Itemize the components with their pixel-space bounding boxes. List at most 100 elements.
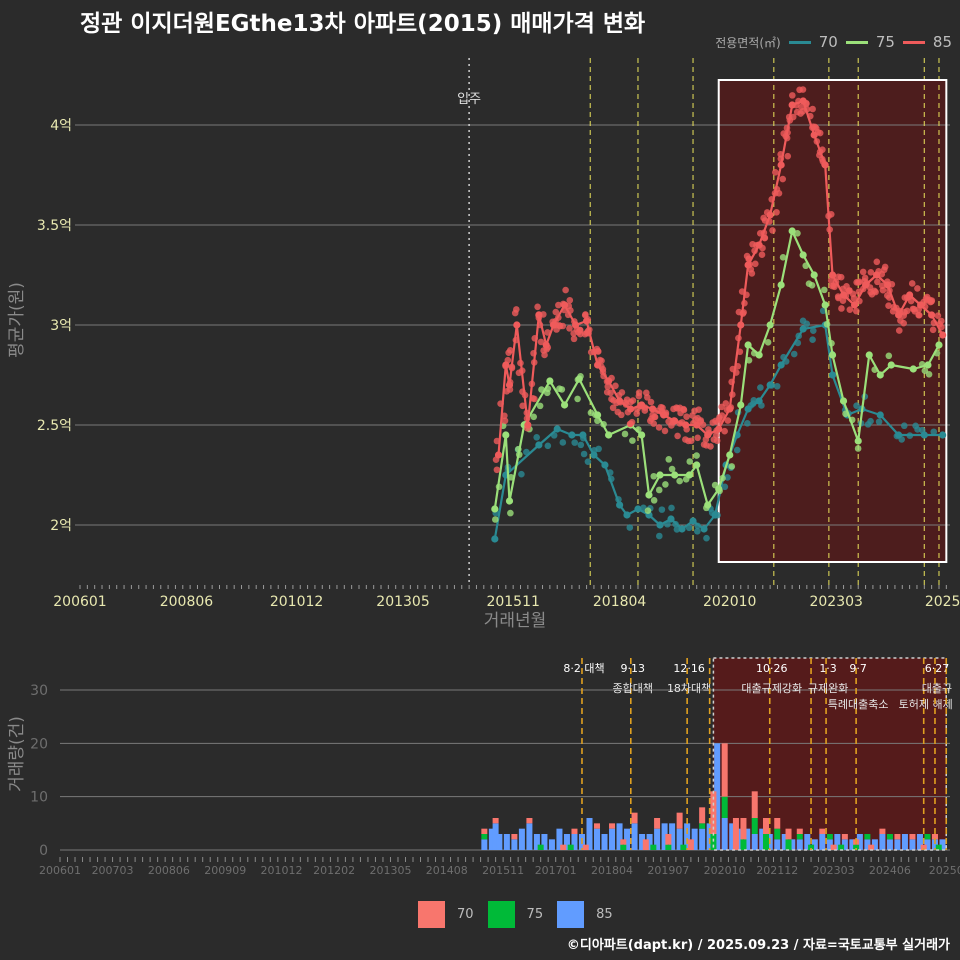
scatter-point-85 <box>655 424 663 431</box>
volume-bar-85 <box>856 834 863 850</box>
volume-bar-85 <box>496 834 503 850</box>
volume-bar-85 <box>684 823 691 850</box>
scatter-point-85 <box>856 278 863 286</box>
scatter-point-70 <box>744 420 751 427</box>
x-tick-label-2: 201012 <box>270 594 323 610</box>
scatter-point-85 <box>695 406 703 413</box>
volume-bar-85 <box>751 834 758 850</box>
scatter-point-85 <box>700 441 708 448</box>
legend-label-75: 75 <box>875 33 895 51</box>
volume-bar-85 <box>586 818 593 850</box>
volume-bar-85 <box>639 834 646 850</box>
scatter-point-85 <box>929 326 937 334</box>
volume-bar-70 <box>642 839 649 850</box>
volume-bar-85 <box>811 839 818 850</box>
volume-y-tick-label-1: 10 <box>30 790 48 806</box>
volume-bar-85 <box>676 828 683 850</box>
y-tick-label-3: 3.5억 <box>37 218 72 234</box>
volume-bar-70 <box>879 828 886 834</box>
volume-bar-75 <box>853 844 860 850</box>
volume-bar-70 <box>571 828 578 834</box>
scatter-point-85 <box>867 268 875 276</box>
policy-text-label-6: 규제완화 <box>808 682 848 695</box>
volume-bar-70 <box>931 834 938 840</box>
scatter-point-70 <box>790 350 798 358</box>
volume-x-tick-label-15: 202406 <box>869 864 911 877</box>
scatter-point-85 <box>900 319 907 327</box>
volume-bar-85 <box>563 834 570 850</box>
y-tick-label-0: 2억 <box>50 518 72 534</box>
scatter-point-85 <box>713 437 721 445</box>
volume-bar-85 <box>781 834 788 850</box>
legend-item-75: 75 <box>845 33 895 51</box>
volume-bar-85 <box>849 839 856 850</box>
scatter-point-70 <box>809 327 817 334</box>
highlight-region <box>718 80 947 562</box>
volume-legend-swatch-70 <box>418 901 445 928</box>
volume-bar-70 <box>560 844 567 850</box>
scatter-point-70 <box>577 441 585 449</box>
scatter-point-70 <box>580 450 588 458</box>
volume-legend-item-70: 70 <box>418 901 474 928</box>
scatter-point-75 <box>728 463 736 470</box>
volume-y-tick-label-3: 30 <box>30 683 48 699</box>
volume-legend: 70 75 85 <box>418 901 613 928</box>
scatter-point-75 <box>794 229 801 237</box>
scatter-point-85 <box>647 398 655 406</box>
scatter-point-85 <box>493 466 501 474</box>
scatter-point-85 <box>643 389 650 397</box>
scatter-point-85 <box>716 414 723 421</box>
scatter-point-85 <box>562 286 569 294</box>
scatter-point-85 <box>735 308 743 316</box>
price-panel: 2억 2.5억 3억 3.5억 4억 200601 200806 201012 201305 20… <box>7 58 960 631</box>
volume-bar-85 <box>774 839 781 850</box>
scatter-point-85 <box>784 152 792 160</box>
volume-bar-85 <box>691 828 698 850</box>
volume-bar-70 <box>582 844 589 850</box>
scatter-point-70 <box>626 524 634 531</box>
scatter-point-85 <box>908 280 916 287</box>
scatter-point-70 <box>875 418 883 426</box>
scatter-point-75 <box>491 516 499 523</box>
legend-label-85: 85 <box>932 33 952 51</box>
scatter-point-70 <box>803 320 811 328</box>
scatter-point-75 <box>629 437 636 444</box>
volume-bar-85 <box>706 823 713 850</box>
scatter-point-70 <box>703 534 710 542</box>
scatter-point-70 <box>733 446 741 454</box>
volume-bar-75 <box>665 844 672 850</box>
volume-bar-85 <box>789 839 796 850</box>
area-legend-title: 전용면적(㎡) <box>715 35 781 50</box>
volume-bar-85 <box>909 839 916 850</box>
scatter-point-75 <box>655 486 663 494</box>
volume-panel: 0 10 20 30 200601 200703 200806 200909 201012 201… <box>7 657 960 877</box>
volume-bar-75 <box>537 844 544 850</box>
scatter-point-70 <box>930 428 938 436</box>
volume-bar-70 <box>594 823 601 829</box>
volume-bar-85 <box>661 823 668 850</box>
scatter-point-85 <box>850 295 858 302</box>
scatter-point-85 <box>594 347 602 355</box>
volume-bar-85 <box>631 823 638 850</box>
scatter-point-85 <box>628 418 636 426</box>
scatter-point-85 <box>552 308 560 316</box>
scatter-point-75 <box>662 481 669 488</box>
scatter-point-85 <box>835 273 842 281</box>
scatter-point-70 <box>668 504 675 512</box>
scatter-point-85 <box>752 260 759 268</box>
scatter-point-75 <box>925 371 933 378</box>
volume-x-tick-label-13: 202112 <box>756 864 798 877</box>
volume-bar-70 <box>699 807 706 824</box>
legend-line-85 <box>902 40 925 44</box>
volume-bar-85 <box>654 828 661 850</box>
scatter-point-85 <box>722 400 730 407</box>
scatter-point-85 <box>903 307 911 315</box>
scatter-point-70 <box>518 470 525 478</box>
volume-bar-70 <box>526 818 533 824</box>
scatter-point-85 <box>861 274 869 282</box>
volume-bar-70 <box>492 818 499 824</box>
volume-bar-75 <box>699 823 706 829</box>
scatter-point-70 <box>773 382 781 390</box>
volume-x-tick-label-10: 201804 <box>591 864 633 877</box>
